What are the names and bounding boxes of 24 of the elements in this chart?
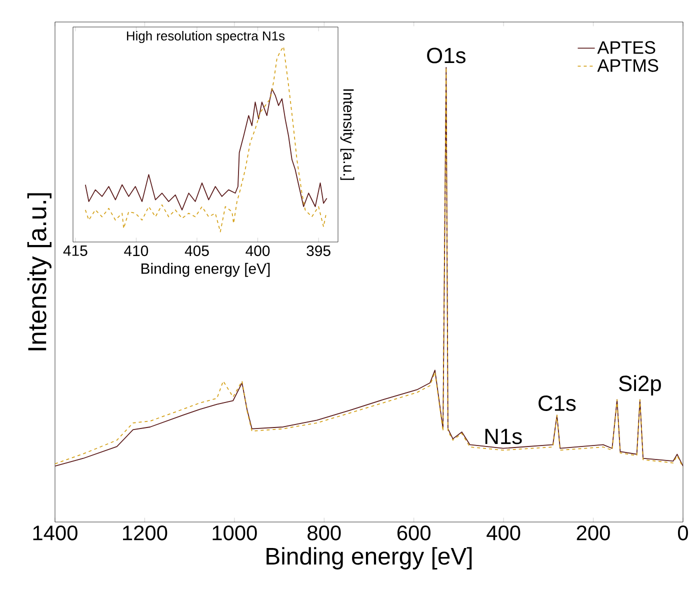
x-tick-label: 395 xyxy=(306,246,330,256)
x-tick-label: 1400 xyxy=(33,526,78,540)
y-axis-title: Intensity [a.u.] xyxy=(340,89,354,180)
x-tick-label: 400 xyxy=(486,526,520,540)
x-axis-title: Binding energy [eV] xyxy=(142,262,270,277)
annotation: O1s xyxy=(427,48,466,64)
chart-title: High resolution spectra N1s xyxy=(127,30,285,44)
annotation: C1s xyxy=(538,395,576,411)
x-tick-label: 405 xyxy=(184,246,209,256)
x-tick-label: 0 xyxy=(678,526,688,540)
legend-label: APTMS xyxy=(597,59,658,72)
annotation: N1s xyxy=(485,428,522,444)
x-axis-title: Binding energy [eV] xyxy=(266,547,472,570)
y-axis-title: Intensity [a.u.] xyxy=(27,193,52,350)
x-tick-label: 200 xyxy=(576,526,610,540)
x-tick-label: 1200 xyxy=(123,526,168,540)
x-tick-label: 1000 xyxy=(212,526,257,540)
legend-label: APTES xyxy=(597,41,656,54)
x-tick-label: 415 xyxy=(63,246,88,256)
x-tick-label: 800 xyxy=(308,526,341,540)
annotation: Si2p xyxy=(619,375,661,396)
x-tick-label: 410 xyxy=(124,246,148,256)
x-tick-label: 600 xyxy=(397,526,430,540)
x-tick-label: 400 xyxy=(246,246,270,256)
